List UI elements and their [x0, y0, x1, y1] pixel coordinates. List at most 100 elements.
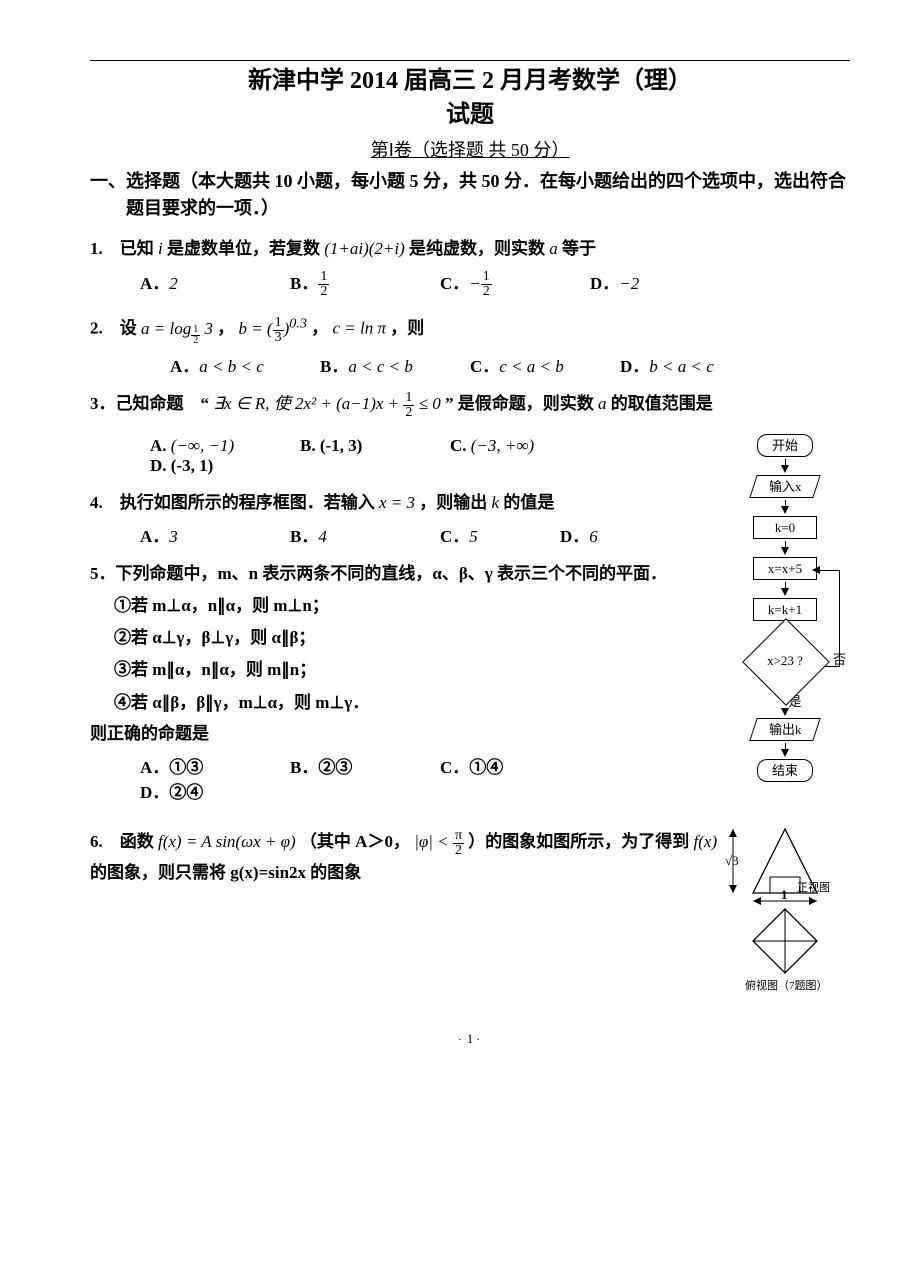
q4-opt-a: A．3 [140, 522, 290, 547]
q1-b-num: 1 [318, 270, 329, 285]
arrow-down-icon [781, 506, 789, 514]
question-2: 2. 设 a = log12 3 ， b = (13)0.3 ， c = ln … [90, 311, 850, 377]
q5-stem-text: 5．下列命题中，m、n 表示两条不同的直线，α、β、γ 表示三个不同的平面． [90, 564, 667, 583]
q1-a-val: 2 [169, 274, 178, 293]
q3-d-val: (-3, 1) [171, 456, 213, 475]
q4-opt-c: C．5 [440, 522, 560, 547]
q5-a-val: ①③ [169, 758, 203, 777]
q4-text: 4. 执行如图所示的程序框图．若输入 [90, 493, 375, 512]
geometry-figure: √3 正视图 1 俯视图（7题图） [720, 827, 850, 1001]
q2-d-val: b < a < c [649, 357, 714, 376]
q5-line4: ④若 α∥β，β∥γ，m⊥α，则 m⊥γ． [90, 687, 712, 719]
q1-text3: 是纯虚数，则实数 [409, 239, 545, 258]
q1-text4: 等于 [562, 239, 596, 258]
q6-text: 6. 函数 [90, 832, 154, 851]
page-title: 新津中学 2014 届高三 2 月月考数学（理）试题 [90, 65, 850, 132]
q1-text2: 是虚数单位，若复数 [167, 239, 320, 258]
q6-phi: |φ| < π2 [414, 832, 468, 851]
q3-var: a [598, 394, 607, 413]
one-label: 1 [781, 887, 788, 902]
arrow-down-icon [781, 708, 789, 716]
q6-phi-d: 2 [453, 844, 464, 858]
fc-step1-text: x=x+5 [768, 561, 802, 576]
q3-opt-a: A. (−∞, −1) [150, 436, 300, 456]
question-1: 1. 已知 i 是虚数单位，若复数 (1+ai)(2+i) 是纯虚数，则实数 a… [90, 234, 850, 299]
q2-opt-b: B．a < c < b [320, 352, 470, 377]
q5-b-val: ②③ [318, 758, 352, 777]
q6-phi-n: π [453, 829, 464, 844]
q3-fd: 2 [403, 406, 414, 420]
page-subtitle: 第Ⅰ卷（选择题 共 50 分） [90, 136, 850, 162]
q1-var: a [549, 239, 558, 258]
q3-expr: ∃x ∈ R, 使 2x² + (a−1)x + 12 ≤ 0 [213, 394, 445, 413]
q4-c-val: 5 [469, 527, 478, 546]
q4-opt-d: D．6 [560, 522, 660, 547]
q1-i: i [158, 239, 163, 258]
question-3: 3．己知命题 “ ∃x ∈ R, 使 2x² + (a−1)x + 12 ≤ 0… [90, 389, 850, 420]
q2-eq2: b = (13)0.3 [238, 319, 311, 338]
fc-no-label: 否 [833, 653, 846, 666]
fc-end: 结束 [757, 759, 813, 782]
q6-text4: 的图象，则只需将 g(x)=sin2x 的图象 [90, 863, 361, 882]
q1-stem: 1. 已知 i 是虚数单位，若复数 (1+ai)(2+i) 是纯虚数，则实数 a… [90, 234, 850, 265]
q6-text3: ）的图象如图所示，为了得到 [468, 832, 689, 851]
q4-text3: 的值是 [503, 493, 554, 512]
q3-expr-l: ∃x ∈ R, 使 2x² + (a−1)x + [213, 394, 399, 413]
q5-options: A．①③ B．②③ C．①④ D．②④ [90, 753, 712, 803]
sqrt3-label: √3 [725, 853, 739, 868]
q4-opt-b: B．4 [290, 522, 440, 547]
q1-opt-a: A．2 [140, 269, 290, 300]
q5-opt-b: B．②③ [290, 753, 440, 778]
q4-stem: 4. 执行如图所示的程序框图．若输入 x = 3 ，则输出 k 的值是 [90, 488, 712, 519]
q2-eq1: a = log12 3 [141, 319, 217, 338]
q3-c-val: (−3, +∞) [471, 436, 534, 455]
fc-start: 开始 [757, 434, 813, 457]
q4-b-val: 4 [318, 527, 327, 546]
fc-step2: k=k+1 [753, 598, 817, 621]
q2-opt-a: A．a < b < c [170, 352, 320, 377]
q2-b-val: a < c < b [348, 357, 413, 376]
q2-eq1-arg: 3 [204, 319, 213, 338]
q6-left: 6. 函数 f(x) = A sin(ωx + φ) （其中 A＞0， |φ| … [90, 827, 720, 888]
q2-eq1-bd: 2 [191, 336, 200, 346]
q2-eq3: c = ln π [332, 319, 386, 338]
q3-text2: ” 是假命题，则实数 [445, 394, 594, 413]
q1-text: 1. 已知 [90, 239, 154, 258]
q2-options: A．a < b < c B．a < c < b C．c < a < b D．b … [90, 352, 850, 377]
q3-a-val: (−∞, −1) [171, 436, 234, 455]
q4-text2: ，则输出 [419, 493, 487, 512]
title-text: 新津中学 2014 届高三 2 月月考数学（理）试题 [248, 68, 692, 128]
q2-text: 2. 设 [90, 319, 137, 338]
q3-opt-c: C. (−3, +∞) [450, 436, 600, 456]
q1-c-sign: − [469, 274, 480, 293]
arrow-down-icon [781, 547, 789, 555]
q2-opt-c: C．c < a < b [470, 352, 620, 377]
dot-icon: · [458, 1035, 463, 1046]
q5-c-val: ①④ [469, 758, 503, 777]
fc-input: 输入x [749, 475, 820, 498]
q6-text2: （其中 A＞0， [300, 832, 410, 851]
q2-c-val: c < a < b [499, 357, 564, 376]
q5-opt-c: C．①④ [440, 753, 590, 778]
q3-options: A. (−∞, −1) B. (-1, 3) C. (−3, +∞) D. (-… [90, 436, 712, 476]
q6-fx2: f(x) [694, 832, 718, 851]
front-view-label: 正视图 [797, 880, 830, 894]
q3-q5-flow-row: A. (−∞, −1) B. (-1, 3) C. (−3, +∞) D. (-… [90, 432, 850, 816]
q5-line1: ①若 m⊥α，n∥α，则 m⊥n； [90, 590, 712, 622]
top-view-label: 俯视图（7题图） [745, 978, 828, 992]
q5-concl: 则正确的命题是 [90, 719, 712, 750]
page-footer: · 1 · [90, 1031, 850, 1047]
q2-eq2-l: b = ( [238, 319, 272, 338]
question-6: 6. 函数 f(x) = A sin(ωx + φ) （其中 A＞0， |φ| … [90, 827, 850, 1001]
q5-line2: ②若 α⊥γ，β⊥γ，则 α∥β； [90, 622, 712, 654]
q1-opt-d: D．−2 [590, 269, 740, 300]
arrow-down-icon [781, 749, 789, 757]
q3-opt-d: D. (-3, 1) [150, 456, 300, 476]
question-4: 4. 执行如图所示的程序框图．若输入 x = 3 ，则输出 k 的值是 A．3 … [90, 488, 712, 548]
q1-d-val: −2 [619, 274, 639, 293]
q2-stem: 2. 设 a = log12 3 ， b = (13)0.3 ， c = ln … [90, 311, 850, 348]
views-diagram-icon: √3 正视图 1 俯视图（7题图） [725, 827, 845, 997]
arrow-down-icon [781, 588, 789, 596]
q3-expr-r: ≤ 0 [419, 394, 441, 413]
q1-opt-c: C．−12 [440, 269, 590, 300]
